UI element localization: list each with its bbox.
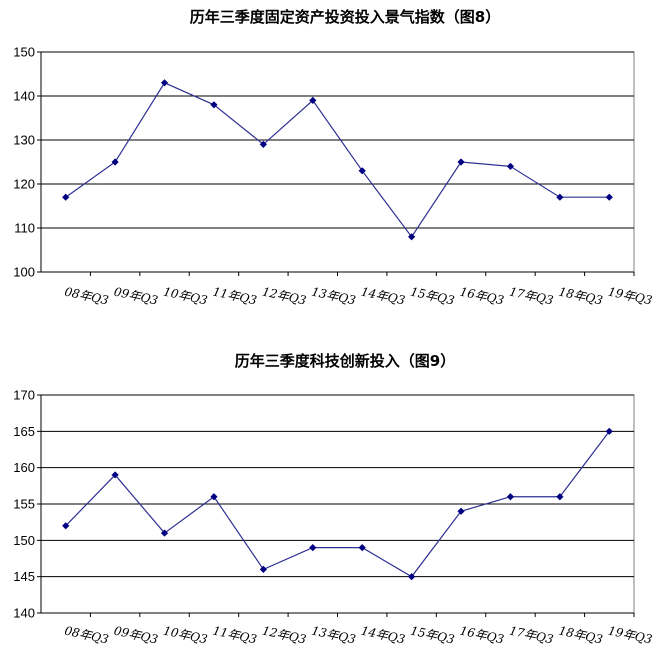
data-point-marker [457, 158, 465, 166]
data-point-marker [210, 493, 218, 501]
x-tick-label: 13年Q3 [310, 624, 357, 647]
data-point-marker [309, 544, 317, 552]
x-tick-label: 19年Q3 [607, 285, 654, 308]
y-tick-label: 130 [13, 133, 35, 148]
x-tick-label: 12年Q3 [261, 624, 308, 647]
data-point-marker [111, 471, 119, 479]
series-line [65, 82, 610, 238]
data-point-marker [605, 427, 613, 435]
data-point-marker [111, 158, 119, 166]
data-point-marker [408, 233, 416, 241]
x-tick-label: 16年Q3 [459, 285, 506, 308]
chart-title: 历年三季度科技创新投入（图9） [235, 352, 455, 370]
x-tick-label: 09年Q3 [113, 624, 160, 647]
y-tick-label: 165 [13, 424, 35, 439]
data-point-marker [160, 79, 169, 87]
y-tick-label: 140 [13, 606, 35, 621]
x-tick-label: 14年Q3 [360, 285, 407, 308]
data-point-marker [210, 101, 218, 109]
y-tick-label: 100 [13, 265, 35, 280]
x-tick-label: 14年Q3 [360, 624, 407, 647]
x-tick-label: 17年Q3 [508, 624, 555, 647]
x-tick-label: 13年Q3 [310, 285, 357, 308]
data-point-marker [259, 565, 267, 573]
chart-fixed-asset-investment: 历年三季度固定资产投资投入景气指数（图8） 100 110 120 130 140 150 0… [13, 8, 654, 308]
chart-title: 历年三季度固定资产投资投入景气指数（图8） [190, 8, 500, 26]
x-tick-label: 10年Q3 [162, 624, 209, 647]
y-tick-label: 145 [13, 569, 35, 584]
x-tick-label: 18年Q3 [557, 624, 604, 647]
data-point-marker [62, 193, 70, 201]
data-point-marker [457, 507, 465, 515]
y-tick-label: 150 [13, 45, 35, 60]
data-point-marker [506, 162, 515, 170]
x-tick-label: 16年Q3 [459, 624, 506, 647]
y-tick-label: 120 [13, 177, 35, 192]
x-tick-label: 10年Q3 [162, 285, 209, 308]
data-point-marker [605, 193, 613, 201]
x-tick-label: 08年Q3 [63, 285, 110, 308]
data-point-marker [556, 493, 564, 501]
chart-tech-innovation: 历年三季度科技创新投入（图9） 140 145 150 155 160 165 170 08年Q… [13, 352, 654, 647]
y-tick-label: 110 [14, 221, 35, 236]
data-point-marker [358, 544, 366, 552]
x-tick-label: 08年Q3 [63, 624, 110, 647]
y-tick-label: 155 [13, 497, 35, 512]
y-tick-label: 170 [13, 388, 35, 403]
data-point-marker [160, 529, 169, 537]
x-tick-label: 15年Q3 [409, 624, 456, 647]
data-point-marker [408, 573, 416, 581]
data-point-marker [62, 522, 70, 530]
x-tick-label: 11年Q3 [211, 624, 258, 647]
data-point-marker [309, 96, 317, 104]
series-line [65, 430, 610, 578]
x-tick-label: 09年Q3 [113, 285, 160, 308]
data-point-marker [358, 167, 366, 175]
y-tick-label: 150 [13, 533, 35, 548]
x-tick-label: 15年Q3 [409, 285, 456, 308]
x-tick-label: 11年Q3 [211, 285, 258, 308]
x-tick-label: 19年Q3 [607, 624, 654, 647]
data-point-marker [259, 140, 267, 148]
plot-area-frame [40, 51, 635, 273]
x-tick-label: 18年Q3 [557, 285, 604, 308]
x-tick-label: 12年Q3 [261, 285, 308, 308]
data-point-marker [506, 493, 515, 501]
data-point-marker [556, 193, 564, 201]
y-tick-label: 160 [13, 460, 35, 475]
x-tick-label: 17年Q3 [508, 285, 555, 308]
y-tick-label: 140 [13, 89, 35, 104]
